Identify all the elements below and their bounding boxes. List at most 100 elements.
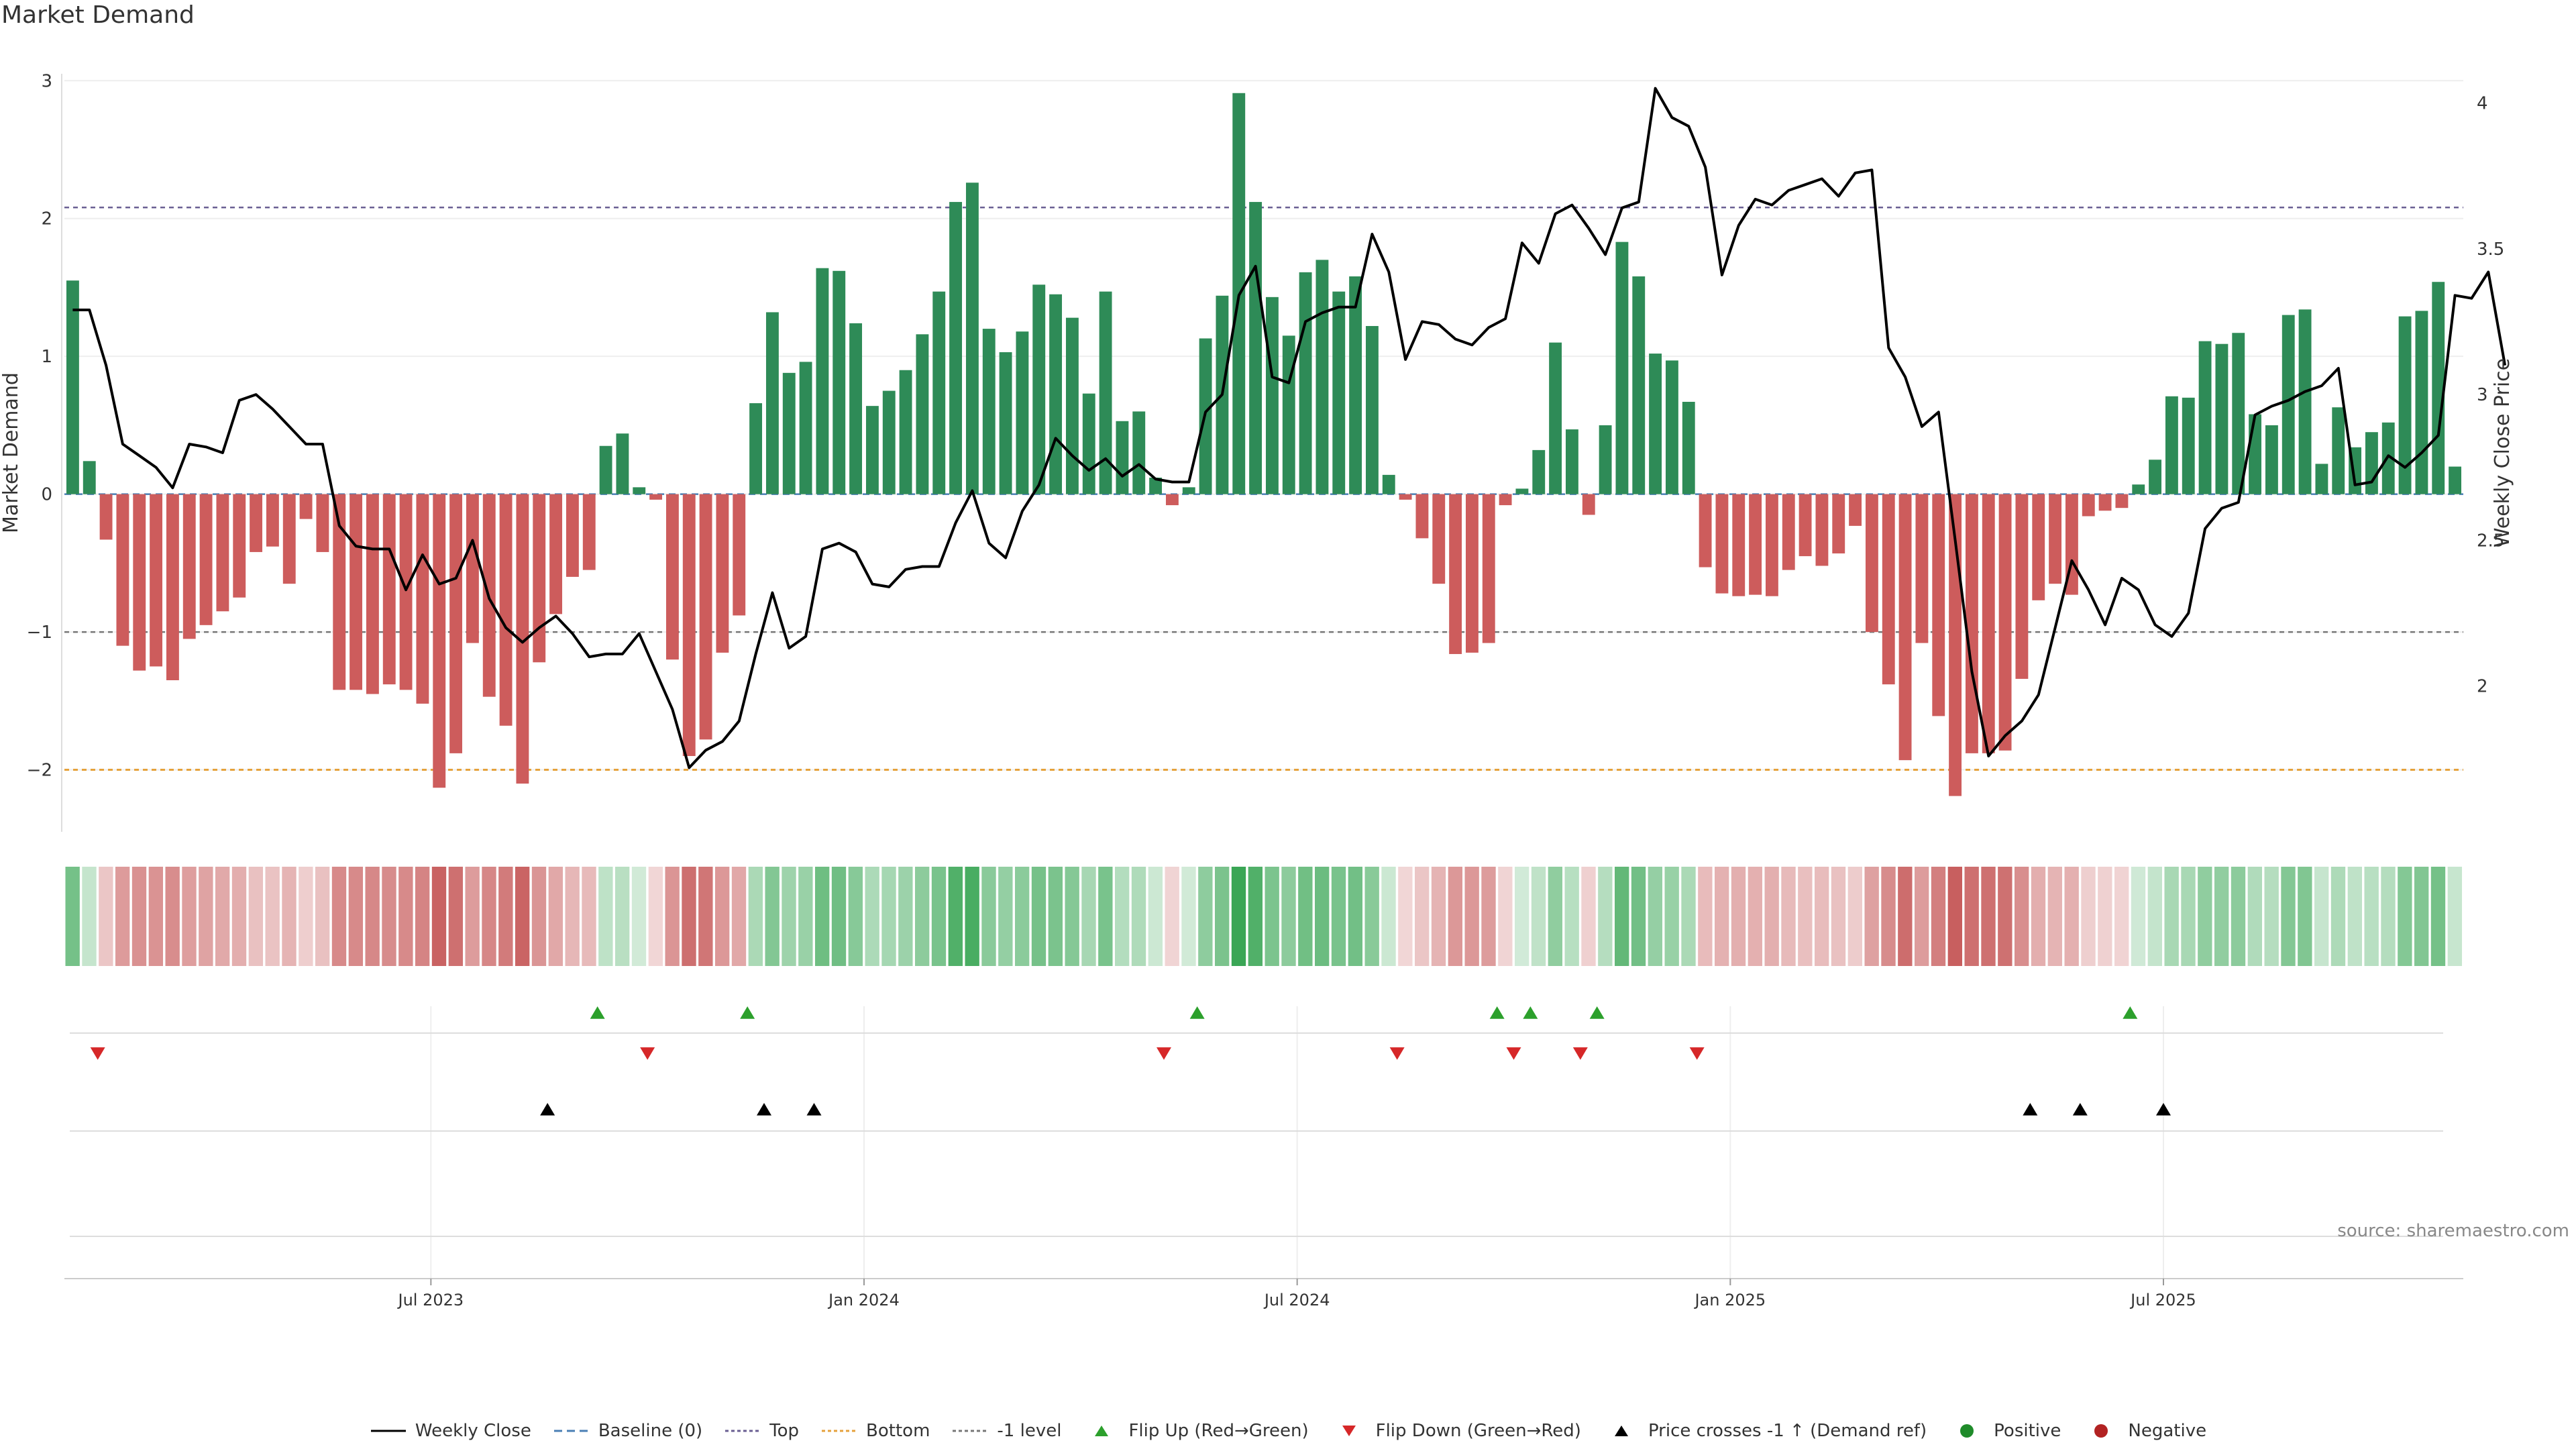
x-tick-label: Jul 2023 <box>396 1291 464 1309</box>
demand-bar <box>2182 397 2195 494</box>
heat-cell <box>2347 867 2363 966</box>
demand-bar <box>665 494 679 660</box>
heat-cell <box>1198 867 1213 966</box>
heat-cell <box>2430 867 2446 966</box>
flip-up-marker <box>1589 1006 1605 1019</box>
demand-bar <box>1449 494 1462 654</box>
heat-cell <box>265 867 280 966</box>
heat-cell <box>1114 867 1130 966</box>
demand-bar <box>1782 494 1795 570</box>
dotted-line-icon <box>822 1430 857 1432</box>
flip-up-marker <box>1523 1006 1538 1019</box>
demand-bar <box>849 323 863 494</box>
demand-bar <box>1515 488 1529 494</box>
demand-bar <box>533 494 546 663</box>
heat-cell <box>2131 867 2146 966</box>
heat-cell <box>282 867 297 966</box>
heat-cell <box>2098 867 2112 966</box>
demand-bar <box>1415 494 1429 539</box>
flip-down-marker <box>1157 1047 1171 1060</box>
heat-cell <box>315 867 330 966</box>
heat-cell <box>82 867 97 966</box>
demand-bar <box>1865 494 1878 633</box>
demand-bar <box>633 487 646 494</box>
solid-line-icon <box>370 1430 406 1432</box>
heat-cell <box>1431 867 1446 966</box>
y-tick-label: −2 <box>27 761 52 781</box>
demand-bar <box>1049 294 1063 494</box>
demand-bar <box>1165 494 1179 506</box>
heat-cell <box>131 867 147 966</box>
heat-cell <box>398 867 413 966</box>
heat-cell <box>1081 867 1096 966</box>
demand-bar <box>499 494 513 726</box>
demand-bar <box>2198 341 2212 494</box>
flip-up-marker <box>2123 1006 2138 1019</box>
heat-cell <box>848 867 863 966</box>
demand-bar <box>449 494 463 753</box>
demand-bar <box>1932 494 1945 716</box>
demand-bar <box>1065 317 1079 494</box>
heat-cell <box>798 867 813 966</box>
y2-axis-label: Weekly Close Price <box>2491 358 2514 547</box>
demand-bar <box>416 494 429 704</box>
heat-cell <box>1798 867 1813 966</box>
heat-cell <box>331 867 347 966</box>
demand-bar <box>2298 309 2312 494</box>
demand-bar <box>316 494 329 552</box>
demand-bar <box>299 494 313 519</box>
heat-cell <box>248 867 264 966</box>
source-credit: source: sharemaestro.com <box>2337 1221 2569 1241</box>
chart-title: Market Demand <box>1 1 195 29</box>
demand-bar <box>2165 396 2178 494</box>
heat-cell <box>1998 867 2012 966</box>
demand-bar <box>166 494 179 680</box>
heat-cell <box>1698 867 1713 966</box>
demand-bar <box>2082 494 2095 517</box>
heat-cell <box>1181 867 1196 966</box>
heat-cell <box>2281 867 2296 966</box>
heat-cell <box>965 867 979 966</box>
heat-cell <box>1931 867 1946 966</box>
heat-cell <box>1831 867 1846 966</box>
heat-cell <box>531 867 547 966</box>
demand-bar <box>1332 291 1346 494</box>
triangle-up-icon <box>1614 1426 1628 1436</box>
demand-bar <box>1849 494 1862 526</box>
heat-cell <box>365 867 380 966</box>
demand-bar <box>2432 282 2445 494</box>
heat-cell <box>65 867 80 966</box>
demand-bar <box>1649 354 1662 494</box>
heat-cell <box>1048 867 1063 966</box>
y2-tick-label: 2 <box>2477 677 2488 697</box>
demand-bar <box>466 494 479 643</box>
demand-bar <box>2249 414 2262 494</box>
heat-cell <box>1598 867 1613 966</box>
triangle-down-icon <box>1342 1426 1356 1436</box>
triangle-up-icon <box>1095 1426 1109 1436</box>
heat-cell <box>2247 867 2263 966</box>
demand-bar <box>1282 335 1295 494</box>
heat-cell <box>1898 867 1913 966</box>
heat-cell <box>165 867 180 966</box>
heat-cell <box>931 867 947 966</box>
heat-cell <box>1148 867 1163 966</box>
demand-bar <box>549 494 563 614</box>
heat-cell <box>1481 867 1496 966</box>
demand-bar <box>599 445 612 494</box>
heat-cell <box>1914 867 1929 966</box>
legend-label: Flip Down (Green→Red) <box>1375 1421 1581 1441</box>
demand-bar <box>1365 325 1379 494</box>
heat-cell <box>1981 867 1996 966</box>
demand-bar <box>216 494 229 612</box>
legend-item-price-cross: Price crosses -1 ↑ (Demand ref) <box>1603 1421 1927 1441</box>
heat-cell <box>1681 867 1696 966</box>
demand-bar <box>333 494 346 690</box>
price-cross-marker <box>540 1103 555 1116</box>
weekly-close-line <box>72 87 2507 769</box>
demand-bar <box>1815 494 1829 566</box>
legend-item-weekly-close: Weekly Close <box>370 1421 531 1441</box>
demand-bar <box>733 494 746 616</box>
demand-bar <box>999 352 1012 494</box>
heat-cell <box>482 867 496 966</box>
